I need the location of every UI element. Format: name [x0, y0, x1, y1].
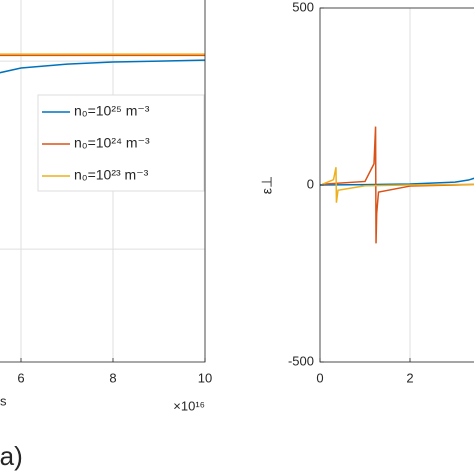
panel-label: (a): [0, 441, 23, 471]
x-tick-label: 0: [316, 370, 323, 385]
series-line: [0, 59, 206, 74]
legend-box: [37, 94, 205, 192]
y-tick-label: 500: [292, 0, 314, 14]
x-axis-label: s: [0, 393, 7, 408]
series-line: [321, 167, 474, 203]
y-tick-label: 0: [307, 176, 314, 191]
legend-label: n₀=10²³ m⁻³: [74, 167, 149, 183]
y-axis-label: ε⊥: [259, 176, 275, 194]
legend: n₀=10²⁵ m⁻³ n₀=10²⁴ m⁻³ n₀=10²³ m⁻³: [37, 94, 205, 192]
series-line: [322, 126, 474, 244]
legend-label: n₀=10²⁵ m⁻³: [74, 103, 150, 119]
x-tick-label: 10: [198, 370, 212, 385]
series-line: [319, 177, 474, 186]
axes-box: [0, 0, 206, 363]
x-tick-label: 8: [109, 370, 116, 385]
y-tick-label: -500: [288, 353, 314, 368]
x-exponent: ×10¹⁶: [173, 398, 205, 413]
x-tick-label: 6: [17, 370, 24, 385]
legend-label: n₀=10²⁴ m⁻³: [74, 135, 150, 151]
x-tick-label: 2: [406, 370, 413, 385]
